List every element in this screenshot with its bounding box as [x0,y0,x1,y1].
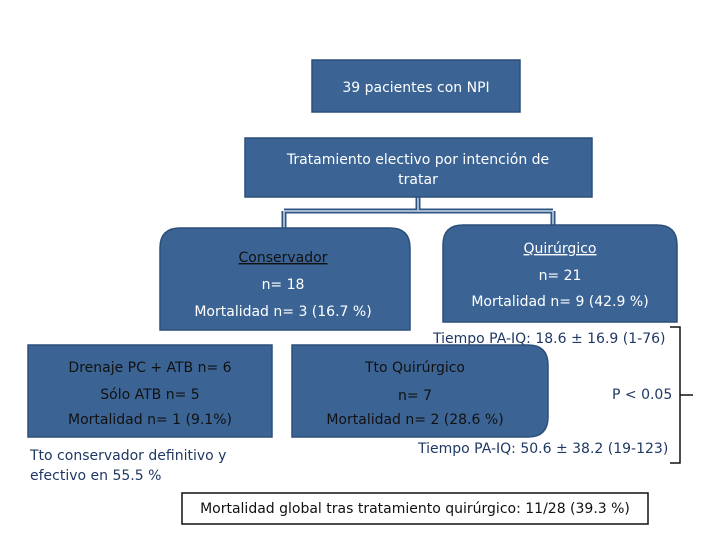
note-text: efectivo en 55.5 % [30,468,161,484]
node-text: n= 7 [398,388,432,404]
node-text: Sólo ATB n= 5 [100,387,199,403]
p-value: P < 0.05 [612,387,672,403]
node-text: Mortalidad n= 9 (42.9 %) [471,294,648,310]
node-text: Mortalidad n= 2 (28.6 %) [326,412,503,428]
connectors [281,197,556,230]
summary-box [181,492,649,525]
node-box [244,137,593,198]
note-text: Tiempo PA-IQ: 50.6 ± 38.2 (19-123) [417,441,668,457]
node-text: Mortalidad n= 1 (9.1%) [68,412,232,428]
node-box [311,59,521,113]
note-text: Tiempo PA-IQ: 18.6 ± 16.9 (1-76) [432,331,665,347]
node-box [442,224,678,323]
node-text: Drenaje PC + ATB n= 6 [68,360,231,376]
node-text: n= 21 [539,268,582,284]
node-text: Mortalidad n= 3 (16.7 %) [194,304,371,320]
node-text: Tto Quirúrgico [364,360,465,376]
node-box [159,227,411,331]
connector-highlight [283,197,554,230]
note-text: Tto conservador definitivo y [29,448,226,464]
node-title: Quirúrgico [524,241,597,257]
node-box [291,344,549,438]
summary-text: Mortalidad global tras tratamiento quirú… [200,501,630,517]
node-text: 39 pacientes con NPI [342,80,489,96]
node-text: n= 18 [262,277,305,293]
bracket [670,326,693,464]
node-box [27,344,273,438]
node-text: Tratamiento electivo por intención de [286,152,549,168]
node-title: Conservador [239,250,328,266]
node-text: tratar [398,172,438,188]
